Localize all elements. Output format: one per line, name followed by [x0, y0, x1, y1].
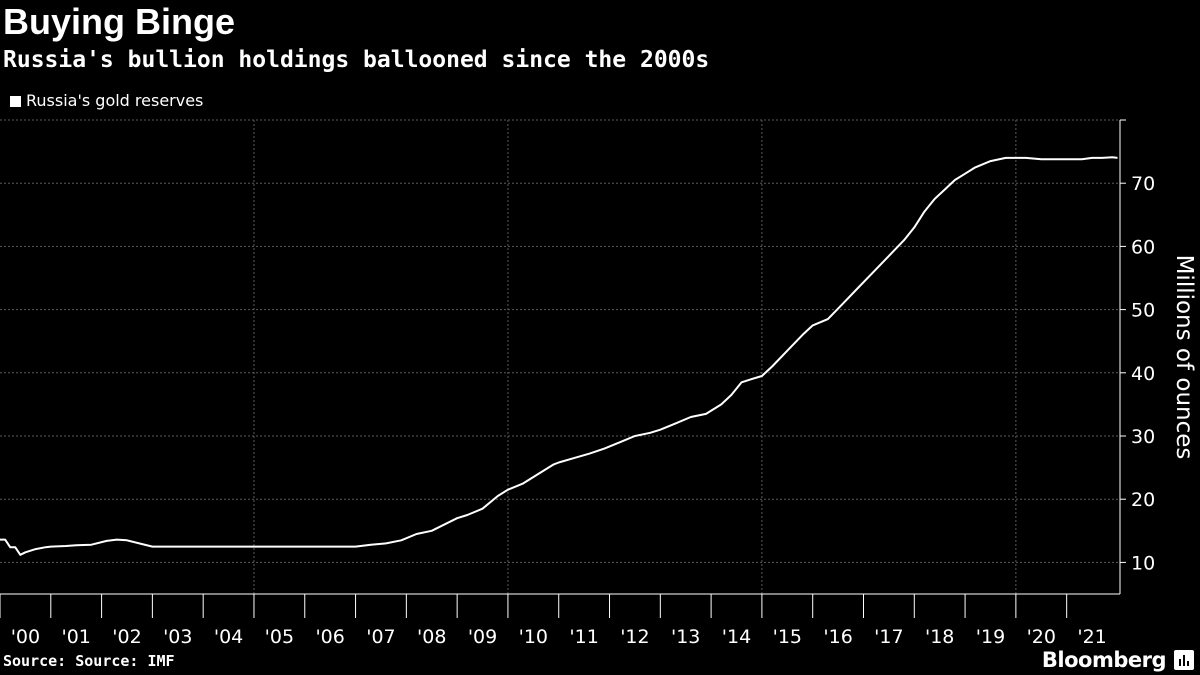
x-tick-label: '01 — [61, 626, 90, 648]
x-axis-ticks: '00 '01 '02 '03 '04 '05 '06 '07 '08 '09 '10 '11 '12 '… — [0, 594, 1107, 648]
x-tick-label: '15 — [773, 626, 802, 648]
x-tick-label: '07 — [366, 626, 395, 648]
y-axis-ticks: 10 20 30 40 50 60 70 — [1120, 173, 1155, 574]
y-axis-label: Millions of ounces — [1171, 255, 1197, 460]
x-tick-label: '13 — [671, 626, 700, 648]
series-line-gold-reserves — [0, 156, 1118, 556]
brand-logo: Bloomberg — [1041, 648, 1167, 672]
axes — [0, 119, 1126, 595]
y-tick-label: 10 — [1131, 552, 1155, 574]
x-tick-label: '11 — [569, 626, 598, 648]
y-tick-label: 50 — [1131, 300, 1155, 322]
legend: Russia's gold reserves — [10, 90, 203, 112]
x-tick-label: '06 — [315, 626, 344, 648]
x-tick-label: '03 — [163, 626, 192, 648]
x-tick-label: '18 — [925, 626, 954, 648]
x-tick-label: '19 — [976, 626, 1005, 648]
x-tick-label: '20 — [1027, 626, 1056, 648]
y-tick-label: 40 — [1131, 363, 1155, 385]
x-tick-label: '12 — [620, 626, 649, 648]
x-tick-label: '17 — [874, 626, 903, 648]
chart-subtitle: Russia's bullion holdings ballooned sinc… — [3, 47, 710, 73]
source-note: Source: Source: IMF — [3, 652, 175, 670]
x-tick-label: '21 — [1077, 626, 1106, 648]
x-tick-label: '09 — [468, 626, 497, 648]
x-tick-label: '00 — [11, 626, 40, 648]
x-tick-label: '10 — [519, 626, 548, 648]
x-tick-label: '05 — [265, 626, 294, 648]
series-group — [0, 156, 1118, 556]
terminal-icon — [1174, 650, 1194, 670]
x-tick-label: '14 — [722, 626, 751, 648]
y-tick-label: 20 — [1131, 489, 1155, 511]
y-tick-label: 70 — [1131, 173, 1155, 195]
legend-swatch — [10, 95, 21, 107]
y-tick-label: 60 — [1131, 236, 1155, 258]
x-tick-label: '04 — [214, 626, 243, 648]
x-tick-label: '08 — [417, 626, 446, 648]
chart-title: Buying Binge — [3, 1, 235, 42]
x-tick-label: '02 — [112, 626, 141, 648]
grid — [0, 119, 1120, 594]
legend-label: Russia's gold reserves — [26, 91, 204, 110]
x-tick-label: '16 — [823, 626, 852, 648]
y-tick-label: 30 — [1131, 426, 1155, 448]
